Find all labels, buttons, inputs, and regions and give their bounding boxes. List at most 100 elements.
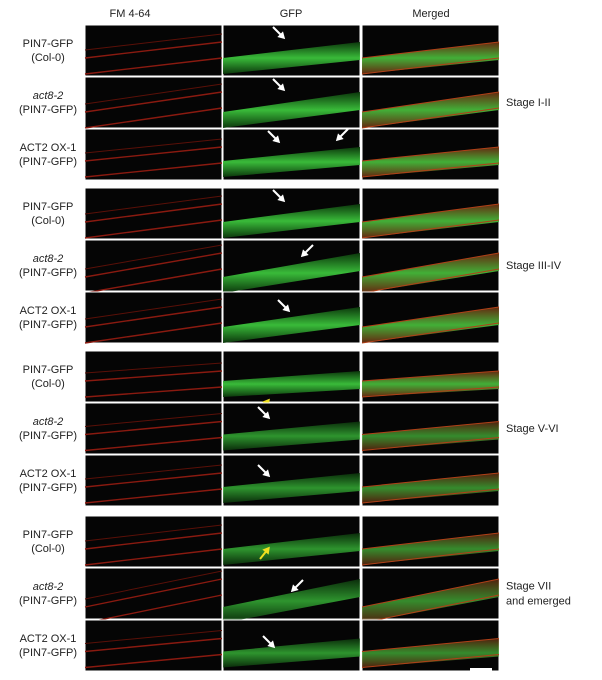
arrow-head xyxy=(290,584,299,593)
root xyxy=(223,473,360,503)
root-membrane xyxy=(84,362,223,374)
row-label: act8-2 xyxy=(33,90,64,102)
root xyxy=(362,371,499,397)
stage-label: Stage III-IV xyxy=(506,260,562,272)
row-label: (Col-0) xyxy=(31,215,65,227)
arrow-head xyxy=(277,194,286,203)
row-label: PIN7-GFP xyxy=(23,364,74,376)
root-membrane xyxy=(361,370,500,382)
root xyxy=(223,253,360,293)
root-membrane xyxy=(361,57,500,75)
root-membrane xyxy=(361,41,500,59)
root xyxy=(223,92,360,128)
root-membrane xyxy=(361,203,500,223)
root-membrane xyxy=(361,532,500,550)
root-membrane xyxy=(84,472,223,488)
root-membrane xyxy=(361,437,500,451)
root xyxy=(362,638,499,668)
root-membrane xyxy=(84,57,223,75)
root-membrane xyxy=(361,594,500,624)
root-membrane xyxy=(84,298,223,320)
root xyxy=(223,579,360,623)
row-label: PIN7-GFP xyxy=(23,201,74,213)
row-label: ACT2 OX-1 xyxy=(20,142,77,154)
root-membrane xyxy=(361,107,500,129)
root-membrane xyxy=(84,637,223,653)
row-label: (PIN7-GFP) xyxy=(19,482,77,494)
root-membrane xyxy=(84,594,223,624)
root xyxy=(362,579,499,623)
arrow-head xyxy=(262,469,271,478)
root xyxy=(362,533,499,565)
row-label: PIN7-GFP xyxy=(23,38,74,50)
root-membrane xyxy=(84,252,223,278)
row-label: (PIN7-GFP) xyxy=(19,595,77,607)
row-label: (PIN7-GFP) xyxy=(19,647,77,659)
arrow-head xyxy=(267,640,276,649)
root-membrane xyxy=(361,386,500,398)
root-membrane xyxy=(84,570,223,600)
column-header: Merged xyxy=(412,8,449,20)
root-membrane xyxy=(84,464,223,480)
arrow-head xyxy=(272,135,281,144)
root-membrane xyxy=(84,630,223,644)
root-membrane xyxy=(84,578,223,608)
root xyxy=(362,92,499,128)
root xyxy=(362,421,499,451)
root xyxy=(362,42,499,74)
root-membrane xyxy=(361,654,500,668)
row-label: (Col-0) xyxy=(31,52,65,64)
root-membrane xyxy=(361,488,500,504)
arrow-head xyxy=(277,31,286,40)
root-membrane xyxy=(361,472,500,488)
root-membrane xyxy=(84,488,223,504)
root-membrane xyxy=(84,653,223,669)
root xyxy=(362,473,499,503)
root-membrane xyxy=(84,219,223,239)
scale-bar xyxy=(470,668,492,672)
root xyxy=(362,204,499,238)
row-label: (PIN7-GFP) xyxy=(19,156,77,168)
root-membrane xyxy=(84,138,223,154)
root-membrane xyxy=(361,252,500,278)
root-membrane xyxy=(361,162,500,178)
row-label: ACT2 OX-1 xyxy=(20,633,77,645)
root-membrane xyxy=(361,219,500,239)
root xyxy=(223,371,360,397)
root-membrane xyxy=(361,421,500,435)
root-membrane xyxy=(84,548,223,566)
root-membrane xyxy=(361,306,500,328)
arrow-head xyxy=(282,304,291,313)
root-membrane xyxy=(84,420,223,436)
root-membrane xyxy=(84,532,223,550)
arrow-head xyxy=(277,83,286,92)
row-label: (PIN7-GFP) xyxy=(19,430,77,442)
stage-label: Stage I-II xyxy=(506,97,551,109)
row-label: (PIN7-GFP) xyxy=(19,319,77,331)
arrow-head xyxy=(262,411,271,420)
root-membrane xyxy=(361,268,500,294)
row-label: ACT2 OX-1 xyxy=(20,468,77,480)
row-label: act8-2 xyxy=(33,581,64,593)
root-membrane xyxy=(84,162,223,178)
root-membrane xyxy=(84,436,223,452)
arrow-head xyxy=(300,249,309,258)
root-membrane xyxy=(84,203,223,223)
root xyxy=(223,638,360,668)
root xyxy=(223,533,360,565)
root-membrane xyxy=(84,41,223,59)
row-label: (PIN7-GFP) xyxy=(19,267,77,279)
root-membrane xyxy=(84,83,223,105)
arrow-head xyxy=(262,546,270,555)
column-header: FM 4-64 xyxy=(110,8,151,20)
root-membrane xyxy=(84,386,223,398)
root-membrane xyxy=(84,524,223,542)
root-membrane xyxy=(84,195,223,215)
root-membrane xyxy=(84,91,223,113)
root xyxy=(362,147,499,177)
row-label: act8-2 xyxy=(33,253,64,265)
column-header: GFP xyxy=(280,8,303,20)
root xyxy=(362,253,499,293)
root-membrane xyxy=(84,306,223,328)
